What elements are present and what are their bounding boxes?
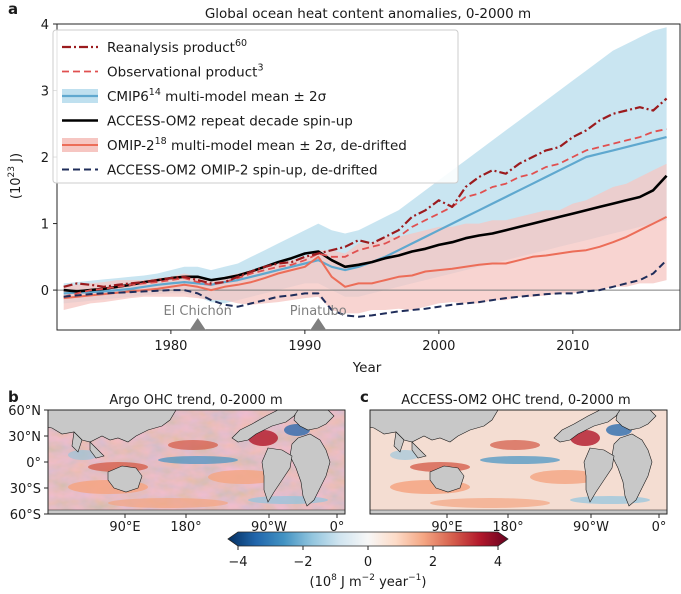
panel-a-label: a bbox=[8, 0, 18, 18]
y-tick-label: 2 bbox=[41, 151, 49, 166]
colorbar-tick-label: −4 bbox=[228, 555, 247, 570]
colorbar-label: (108 J m−2 year−1) bbox=[310, 573, 427, 590]
colorbar-bar bbox=[227, 531, 509, 547]
land-mass bbox=[71, 431, 83, 453]
lat-tick-label: 60°S bbox=[10, 508, 41, 523]
legend-box bbox=[52, 29, 459, 184]
panel-a-xlabel: Year bbox=[352, 360, 382, 376]
lat-tick-label: 30°N bbox=[8, 430, 41, 445]
colorbar-tick-label: 4 bbox=[494, 555, 502, 570]
lon-tick-label: 90°E bbox=[431, 520, 462, 535]
trend-feature bbox=[68, 450, 98, 460]
volcano-marker bbox=[189, 318, 206, 330]
land-mass bbox=[429, 465, 465, 493]
volcano-label: Pinatubo bbox=[290, 304, 347, 319]
y-tick-label: 4 bbox=[41, 18, 49, 33]
trend-feature bbox=[570, 496, 650, 504]
land-mass bbox=[393, 431, 405, 453]
legend-entry-cmip6_line: CMIP614 multi-model mean ± 2σ bbox=[107, 87, 327, 105]
land-mass bbox=[107, 465, 143, 493]
legend: Reanalysis product60 Observational produc… bbox=[52, 29, 459, 184]
land-mass bbox=[48, 509, 345, 514]
x-tick-label: 1990 bbox=[288, 339, 321, 354]
trend-feature bbox=[208, 470, 278, 484]
x-tick-label: 2000 bbox=[422, 339, 455, 354]
panel-a: a Global ocean heat content anomalies, 0… bbox=[7, 0, 681, 376]
series-line-observational bbox=[63, 128, 667, 298]
land-mass bbox=[553, 410, 621, 443]
lat-tick-label: 0° bbox=[26, 456, 41, 471]
legend-entry-omip2_spinup: ACCESS-OM2 OMIP-2 spin-up, de-drifted bbox=[107, 163, 378, 179]
trend-feature bbox=[248, 496, 328, 504]
volcano-marker bbox=[310, 318, 327, 330]
panel-b-label: b bbox=[8, 388, 19, 406]
volcano-label: El Chichón bbox=[163, 304, 231, 319]
trend-feature bbox=[490, 440, 540, 450]
land-mass bbox=[261, 447, 293, 503]
x-tick-label: 1980 bbox=[154, 339, 187, 354]
trend-feature bbox=[168, 440, 218, 450]
trend-feature bbox=[480, 456, 560, 464]
legend-entry-reanalysis: Reanalysis product60 bbox=[107, 38, 247, 56]
series-band-omip2_band bbox=[63, 163, 667, 314]
land-mass bbox=[615, 410, 657, 431]
panel-c-map bbox=[370, 410, 667, 514]
lat-tick-label: 30°S bbox=[10, 482, 41, 497]
lon-tick-label: 90°W bbox=[573, 520, 609, 535]
land-mass bbox=[370, 509, 667, 514]
lon-tick-label: 90°E bbox=[109, 520, 140, 535]
trend-feature bbox=[158, 456, 238, 464]
trend-feature bbox=[390, 450, 420, 460]
legend-entry-omip2_line: OMIP-218 multi-model mean ± 2σ, de-drift… bbox=[107, 136, 407, 154]
colorbar-tick-label: 0 bbox=[364, 555, 372, 570]
land-mass bbox=[289, 433, 331, 507]
panel-b-map bbox=[48, 410, 345, 514]
panel-b: b Argo OHC trend, 0-2000 m 60°N 30°N 0° 30°… bbox=[8, 388, 346, 535]
lon-tick-label: 90°W bbox=[251, 520, 287, 535]
legend-entry-access_spinup: ACCESS-OM2 repeat decade spin-up bbox=[107, 114, 353, 130]
lon-tick-label: 180° bbox=[492, 520, 523, 535]
colorbar-tick-label: −2 bbox=[293, 555, 312, 570]
land-mass bbox=[48, 410, 177, 443]
colorbar-tick-label: 2 bbox=[429, 555, 437, 570]
panel-a-plot-area bbox=[57, 27, 680, 318]
land-mass bbox=[231, 410, 299, 443]
series-line-reanalysis bbox=[63, 97, 668, 288]
x-tick-label: 2010 bbox=[556, 339, 589, 354]
land-mass bbox=[583, 447, 615, 503]
y-tick-label: 0 bbox=[41, 284, 49, 299]
series-line-access_spinup bbox=[63, 174, 668, 293]
land-mass bbox=[370, 410, 499, 443]
y-tick-label: 3 bbox=[41, 85, 49, 100]
panel-c: c ACCESS-OM2 OHC trend, 0-2000 m 90°E 180… bbox=[360, 388, 668, 535]
panel-b-title: Argo OHC trend, 0-2000 m bbox=[109, 393, 282, 408]
trend-feature bbox=[530, 470, 600, 484]
panel-b-land bbox=[48, 410, 345, 514]
colorbar: −4 −2 0 2 4 (108 J m−2 year−1) bbox=[227, 531, 509, 590]
panel-a-ylabel: (1023 J) bbox=[7, 153, 24, 199]
panel-c-land bbox=[370, 410, 667, 514]
land-mass bbox=[611, 433, 653, 507]
series-line-omip2_spinup bbox=[63, 259, 668, 318]
panel-a-title: Global ocean heat content anomalies, 0-2… bbox=[205, 6, 531, 22]
trend-feature bbox=[430, 498, 550, 508]
panel-c-frame bbox=[369, 409, 668, 515]
lat-tick-label: 60°N bbox=[8, 404, 41, 419]
lon-tick-label: 0° bbox=[652, 520, 667, 535]
land-mass bbox=[89, 441, 105, 459]
legend-entry-observational: Observational product3 bbox=[107, 63, 264, 81]
series-line-omip2_line bbox=[63, 216, 668, 300]
panel-c-label: c bbox=[360, 388, 369, 406]
trend-feature bbox=[108, 498, 228, 508]
panel-c-title: ACCESS-OM2 OHC trend, 0-2000 m bbox=[401, 393, 630, 408]
land-mass bbox=[293, 410, 335, 431]
lon-tick-label: 0° bbox=[330, 520, 345, 535]
y-tick-label: 1 bbox=[41, 218, 49, 233]
land-mass bbox=[411, 441, 427, 459]
lon-tick-label: 180° bbox=[170, 520, 201, 535]
